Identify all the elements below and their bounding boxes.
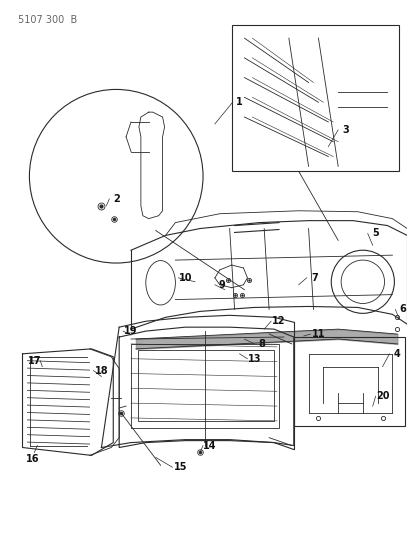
Text: 13: 13 <box>247 354 261 364</box>
Text: 5: 5 <box>371 229 378 238</box>
Text: 10: 10 <box>178 273 191 283</box>
Text: 1: 1 <box>236 97 242 107</box>
Text: 15: 15 <box>173 462 187 472</box>
Bar <box>137 350 273 421</box>
Text: 18: 18 <box>94 366 108 376</box>
Text: 19: 19 <box>124 326 137 336</box>
Text: 16: 16 <box>25 454 39 464</box>
Bar <box>293 337 404 426</box>
Text: 17: 17 <box>27 356 41 366</box>
Text: 2: 2 <box>112 194 119 204</box>
Text: 12: 12 <box>272 316 285 326</box>
Bar <box>231 25 398 171</box>
Text: 8: 8 <box>258 339 265 349</box>
Text: 11: 11 <box>311 329 324 339</box>
Text: 6: 6 <box>398 304 405 314</box>
Text: 4: 4 <box>393 349 400 359</box>
Text: 5107 300  B: 5107 300 B <box>18 15 76 26</box>
Text: 9: 9 <box>218 280 225 290</box>
Text: 14: 14 <box>203 441 216 450</box>
Bar <box>131 344 278 428</box>
Text: 3: 3 <box>342 125 348 135</box>
Text: 20: 20 <box>375 391 389 401</box>
Text: 7: 7 <box>310 273 317 283</box>
